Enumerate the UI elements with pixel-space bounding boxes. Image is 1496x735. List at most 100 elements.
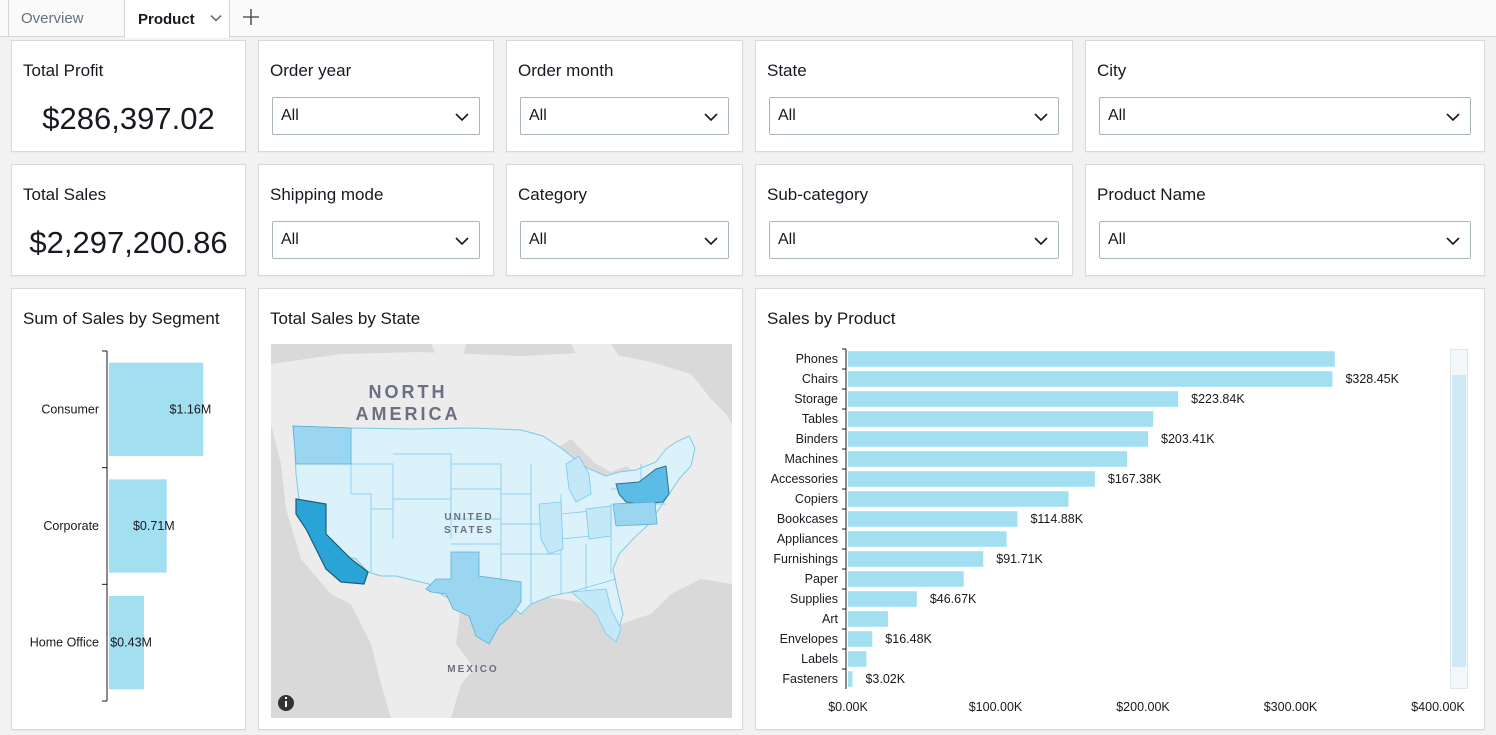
segment-bar[interactable] — [109, 596, 144, 690]
land-north-islands — [431, 344, 631, 399]
product-category-label: Labels — [801, 652, 838, 666]
map-label-america: AMERICA — [356, 404, 461, 424]
product-category-label: Appliances — [777, 532, 838, 546]
category-filter-card: Category All — [506, 164, 743, 276]
product-bar-chart: Phones Chairs $328.45K Storage $223.84K Table… — [771, 348, 1465, 714]
state-value: All — [778, 107, 796, 124]
map-title[interactable]: Total Sales by State — [270, 309, 421, 328]
segment-sales-card: Sum of Sales by Segment Consumer $1.16M Co… — [11, 288, 246, 730]
segment-value-label: $0.43M — [110, 636, 152, 650]
order-month-select[interactable]: All — [520, 97, 729, 135]
sub-category-value: All — [778, 231, 796, 248]
segment-value-label: $1.16M — [170, 402, 212, 416]
product-bar[interactable] — [848, 671, 853, 687]
segment-bar[interactable] — [109, 479, 167, 573]
state-florida — [569, 588, 622, 643]
product-value-label: $223.84K — [1191, 392, 1245, 406]
shipping-mode-value: All — [281, 231, 299, 248]
state-ohio — [585, 505, 612, 540]
product-value-label: $91.71K — [996, 552, 1043, 566]
state-new-york — [615, 465, 670, 505]
chart-scrollbar[interactable] — [1450, 349, 1468, 689]
chart-scrollbar-thumb[interactable] — [1452, 375, 1466, 667]
product-name-value: All — [1108, 231, 1126, 248]
product-category-label: Bookcases — [777, 512, 838, 526]
segment-category-label: Consumer — [41, 402, 99, 416]
product-category-label: Accessories — [771, 472, 838, 486]
segment-value-label: $0.71M — [133, 519, 175, 533]
product-category-label: Paper — [805, 572, 838, 586]
segment-category-label: Corporate — [43, 519, 99, 533]
state-texas — [425, 551, 522, 645]
product-x-tick-label: $100.00K — [969, 700, 1023, 714]
chevron-down-icon[interactable] — [209, 11, 223, 25]
product-category-label: Art — [822, 612, 839, 626]
product-category-label: Machines — [785, 452, 839, 466]
chevron-down-icon — [704, 237, 718, 246]
product-bar[interactable] — [848, 591, 917, 607]
product-value-label: $167.38K — [1108, 472, 1162, 486]
tab-product[interactable]: Product — [124, 0, 230, 38]
product-bar[interactable] — [848, 511, 1018, 527]
product-bar[interactable] — [848, 551, 984, 567]
product-bar[interactable] — [848, 611, 889, 627]
product-bar[interactable] — [848, 351, 1335, 367]
product-name-filter-card: Product Name All — [1085, 164, 1485, 276]
product-value-label: $3.02K — [865, 672, 905, 686]
state-filter-card: State All — [755, 40, 1073, 152]
info-icon[interactable] — [278, 695, 294, 711]
state-pennsylvania — [612, 501, 658, 527]
product-x-tick-label: $200.00K — [1116, 700, 1170, 714]
product-bar[interactable] — [848, 631, 873, 647]
segment-chart-title[interactable]: Sum of Sales by Segment — [23, 309, 220, 328]
product-bar[interactable] — [848, 471, 1095, 487]
product-name-select[interactable]: All — [1099, 221, 1471, 259]
product-chart-title[interactable]: Sales by Product — [767, 309, 896, 328]
order-month-filter-card: Order month All — [506, 40, 743, 152]
shipping-mode-label: Shipping mode — [270, 185, 384, 204]
product-category-label: Envelopes — [780, 632, 838, 646]
category-select[interactable]: All — [520, 221, 729, 259]
tab-product-label: Product — [138, 10, 195, 28]
category-label: Category — [518, 185, 587, 204]
shipping-mode-select[interactable]: All — [272, 221, 480, 259]
total-profit-value: $286,397.02 — [42, 101, 215, 136]
chevron-down-icon — [1446, 237, 1460, 246]
product-bar[interactable] — [848, 411, 1154, 427]
product-bar[interactable] — [848, 491, 1069, 507]
sub-category-select[interactable]: All — [769, 221, 1059, 259]
add-sheet-icon[interactable] — [240, 6, 262, 28]
total-sales-title: Total Sales — [23, 185, 107, 204]
product-bar[interactable] — [848, 431, 1149, 447]
segment-bar[interactable] — [109, 362, 204, 456]
state-select[interactable]: All — [769, 97, 1059, 135]
tab-overview[interactable]: Overview — [8, 0, 124, 37]
tab-overview-label: Overview — [21, 10, 84, 27]
sheet-tab-bar: Overview Product — [0, 0, 1496, 38]
product-category-label: Supplies — [790, 592, 838, 606]
chevron-down-icon — [455, 113, 469, 122]
product-name-label: Product Name — [1097, 185, 1206, 204]
map-label-north: NORTH — [369, 382, 448, 402]
product-bar[interactable] — [848, 571, 964, 587]
state-sales-map[interactable]: NORTH AMERICA UNITED STATES MEXICO — [271, 344, 732, 718]
product-bar[interactable] — [848, 451, 1128, 467]
product-category-label: Storage — [794, 392, 838, 406]
product-bar[interactable] — [848, 371, 1333, 387]
sub-category-filter-card: Sub-category All — [755, 164, 1073, 276]
city-value: All — [1108, 107, 1126, 124]
product-x-tick-label: $0.00K — [828, 700, 868, 714]
product-x-tick-label: $300.00K — [1264, 700, 1318, 714]
product-bar[interactable] — [848, 391, 1179, 407]
total-sales-card: Total Sales $2,297,200.86 — [11, 164, 246, 276]
chevron-down-icon — [704, 113, 718, 122]
city-select[interactable]: All — [1099, 97, 1471, 135]
map-label-united: UNITED — [444, 512, 493, 523]
product-category-label: Binders — [796, 432, 838, 446]
product-bar[interactable] — [848, 531, 1007, 547]
map-canvas: NORTH AMERICA UNITED STATES MEXICO — [271, 344, 732, 718]
order-year-label: Order year — [270, 61, 352, 80]
product-bar[interactable] — [848, 651, 867, 667]
order-year-select[interactable]: All — [272, 97, 480, 135]
state-michigan — [565, 455, 592, 503]
